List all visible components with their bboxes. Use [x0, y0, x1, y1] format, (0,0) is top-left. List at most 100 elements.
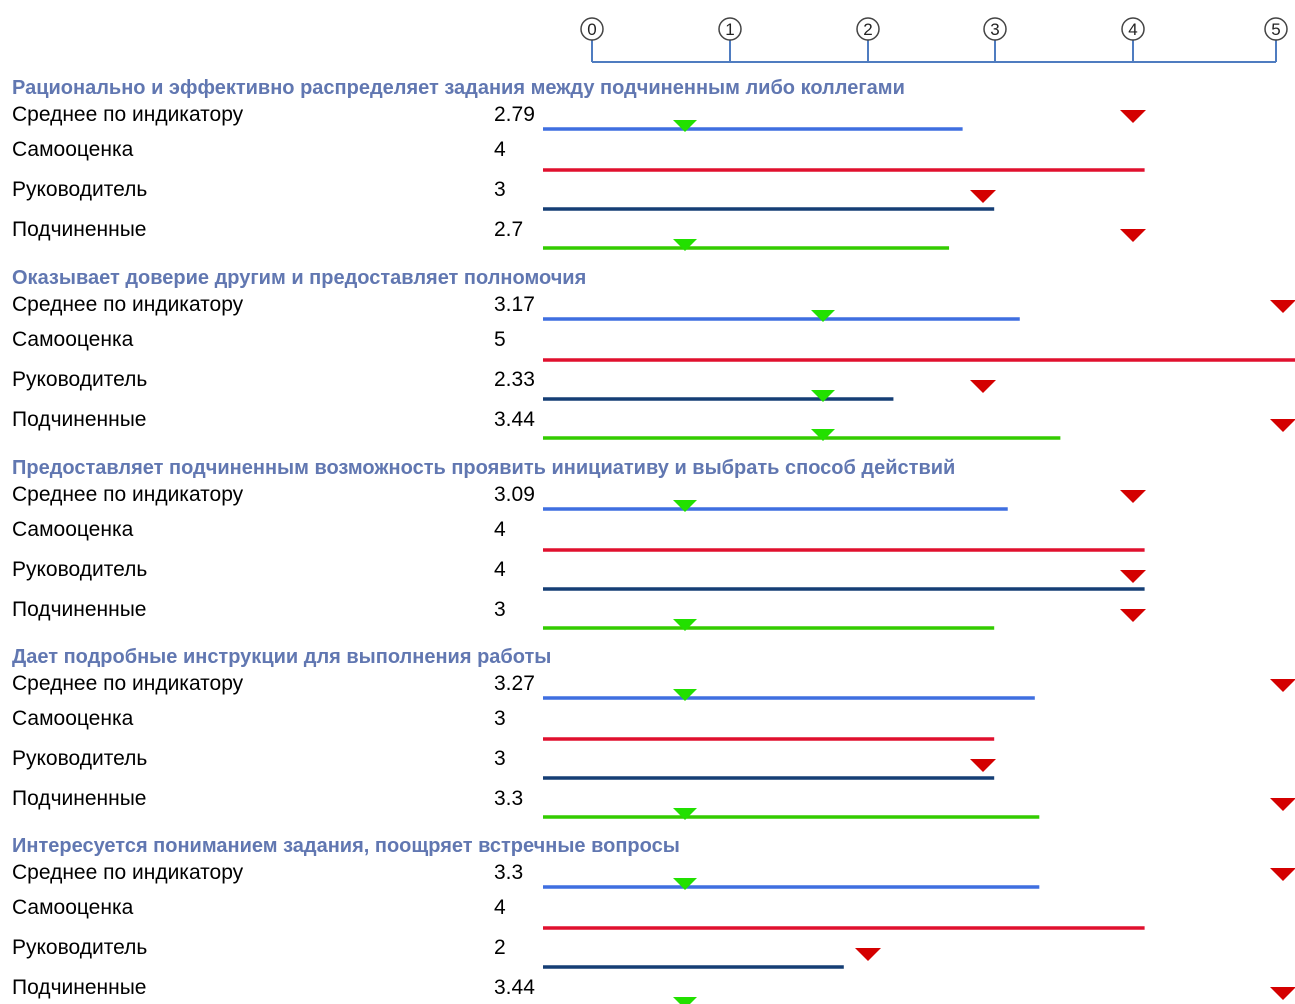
min-marker: [673, 689, 697, 701]
min-marker: [673, 120, 697, 132]
chart-row: Среднее по индикатору 3.3: [12, 861, 1295, 890]
max-marker: [1270, 987, 1295, 1000]
scale-tick-label: 2: [863, 20, 872, 39]
row-value: 3: [494, 707, 506, 730]
row-label: Подчиненные: [12, 787, 146, 810]
group-title: Рационально и эффективно распределяет за…: [12, 77, 905, 99]
chart-row: Среднее по индикатору 3.27: [12, 672, 1295, 701]
row-label: Самооценка: [12, 518, 134, 541]
max-marker: [1120, 570, 1146, 583]
min-marker: [673, 808, 697, 820]
row-label: Подчиненные: [12, 598, 146, 621]
row-value: 4: [494, 896, 506, 919]
scale-tick-label: 0: [587, 20, 596, 39]
scale-axis: 0 1 2 3 4 5: [580, 17, 1288, 63]
max-marker: [1120, 609, 1146, 622]
row-label: Среднее по индикатору: [12, 861, 244, 884]
max-marker: [1270, 679, 1295, 692]
chart-row: Руководитель 2: [12, 936, 881, 969]
chart-rows: Рационально и эффективно распределяет за…: [12, 77, 1295, 1004]
max-marker: [1120, 110, 1146, 123]
chart-row: Подчиненные 3.44: [12, 408, 1295, 441]
group-title: Дает подробные инструкции для выполнения…: [12, 646, 551, 668]
min-marker: [673, 878, 697, 890]
chart-row: Руководитель 4: [12, 558, 1146, 591]
chart-row: Самооценка 4: [12, 518, 1145, 552]
row-label: Самооценка: [12, 707, 134, 730]
row-label: Самооценка: [12, 328, 134, 351]
row-value: 2.33: [494, 368, 535, 391]
scale-tick-label: 3: [990, 20, 999, 39]
row-label: Самооценка: [12, 896, 134, 919]
chart-row: Руководитель 2.33: [12, 368, 996, 402]
scale-tick-circle: [718, 17, 742, 41]
min-marker: [673, 500, 697, 512]
row-label: Подчиненные: [12, 408, 146, 431]
scale-tick-circle: [580, 17, 604, 41]
chart-row: Самооценка 3: [12, 707, 995, 741]
indicator-group: Рационально и эффективно распределяет за…: [12, 77, 1146, 251]
chart-row: Самооценка 5: [12, 328, 1295, 362]
min-marker: [811, 390, 835, 402]
row-value: 3.09: [494, 483, 535, 506]
group-title: Интересуется пониманием задания, поощряе…: [12, 835, 680, 857]
max-marker: [1120, 229, 1146, 242]
indicator-group: Интересуется пониманием задания, поощряе…: [12, 835, 1295, 1004]
group-title: Предоставляет подчиненным возможность пр…: [12, 457, 955, 479]
max-marker: [1120, 490, 1146, 503]
row-value: 2: [494, 936, 506, 959]
row-label: Руководитель: [12, 747, 147, 770]
chart-row: Руководитель 3: [12, 747, 996, 780]
indicator-group: Предоставляет подчиненным возможность пр…: [12, 457, 1146, 631]
min-marker: [811, 310, 835, 322]
max-marker: [1270, 300, 1295, 313]
row-value: 2.7: [494, 218, 523, 241]
max-marker: [970, 759, 996, 772]
row-value: 4: [494, 518, 506, 541]
chart-row: Самооценка 4: [12, 138, 1145, 172]
max-marker: [855, 948, 881, 961]
group-title: Оказывает доверие другим и предоставляет…: [12, 267, 586, 289]
row-value: 3: [494, 747, 506, 770]
row-value: 3: [494, 598, 506, 621]
row-label: Среднее по индикатору: [12, 672, 244, 695]
chart-row: Подчиненные 3: [12, 598, 1146, 631]
row-label: Руководитель: [12, 178, 147, 201]
row-value: 3.27: [494, 672, 535, 695]
max-marker: [970, 190, 996, 203]
chart-row: Подчиненные 2.7: [12, 218, 1146, 251]
scale-tick-label: 4: [1128, 20, 1137, 39]
row-value: 4: [494, 558, 506, 581]
scale-tick-circle: [856, 17, 880, 41]
row-label: Среднее по индикатору: [12, 293, 244, 316]
row-value: 3.44: [494, 408, 535, 431]
indicator-group: Дает подробные инструкции для выполнения…: [12, 646, 1295, 820]
row-label: Руководитель: [12, 368, 147, 391]
scale-tick-label: 5: [1271, 20, 1280, 39]
chart-row: Подчиненные 3.44: [12, 976, 1295, 1004]
row-value: 5: [494, 328, 506, 351]
min-marker: [673, 997, 697, 1004]
chart-row: Среднее по индикатору 3.09: [12, 483, 1146, 512]
max-marker: [1270, 419, 1295, 432]
scale-tick-circle: [1264, 17, 1288, 41]
max-marker: [1270, 868, 1295, 881]
row-value: 3: [494, 178, 506, 201]
row-label: Руководитель: [12, 936, 147, 959]
scale-tick-circle: [1121, 17, 1145, 41]
chart-row: Среднее по индикатору 2.79: [12, 103, 1146, 132]
chart-row: Руководитель 3: [12, 178, 996, 211]
row-label: Среднее по индикатору: [12, 103, 244, 126]
row-label: Руководитель: [12, 558, 147, 581]
min-marker: [673, 619, 697, 631]
chart-row: Самооценка 4: [12, 896, 1145, 930]
min-marker: [673, 239, 697, 251]
max-marker: [1270, 798, 1295, 811]
row-value: 2.79: [494, 103, 535, 126]
row-label: Подчиненные: [12, 976, 146, 999]
row-value: 3.3: [494, 787, 523, 810]
row-label: Подчиненные: [12, 218, 146, 241]
scale-tick-label: 1: [725, 20, 734, 39]
row-value: 3.44: [494, 976, 535, 999]
